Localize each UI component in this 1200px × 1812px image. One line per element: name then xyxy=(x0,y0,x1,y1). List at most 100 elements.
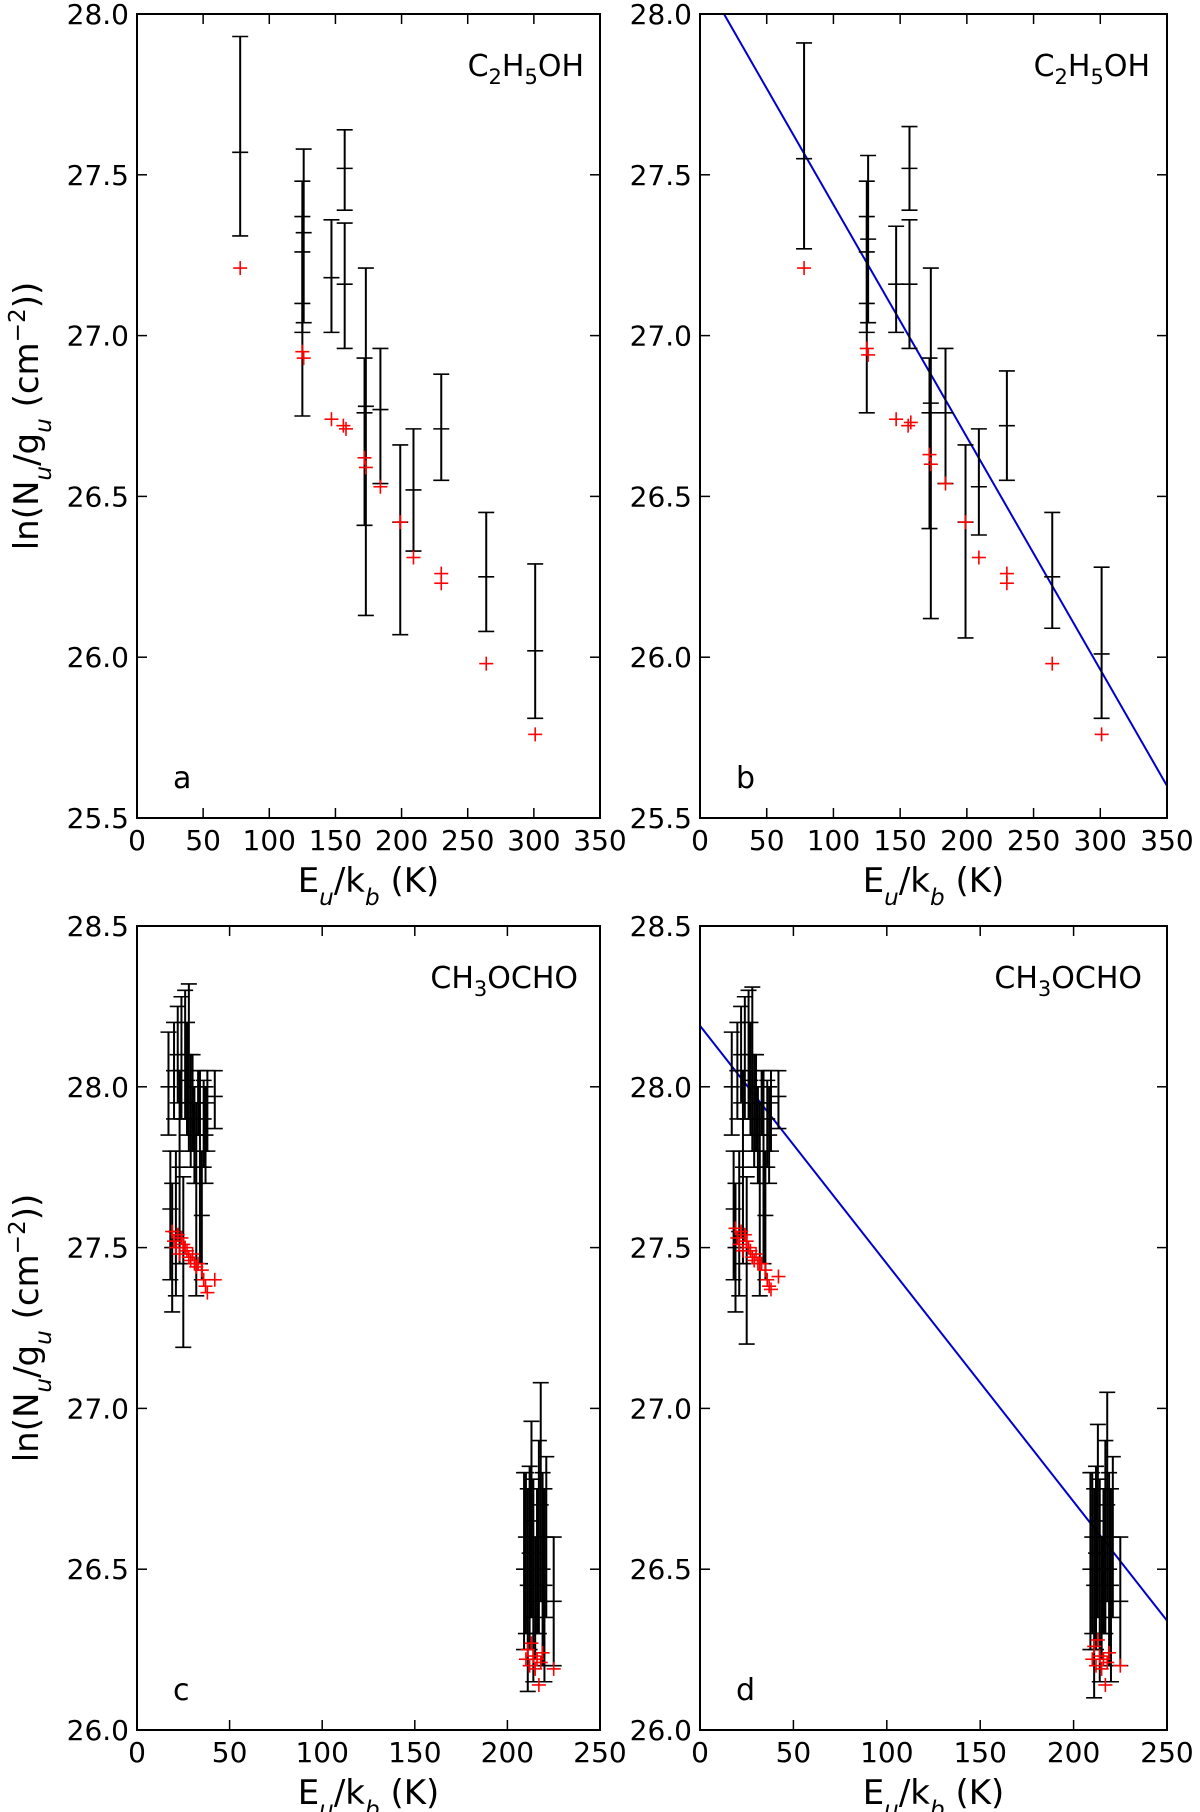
y-tick-label: 27.5 xyxy=(630,1232,692,1265)
errorbar-point xyxy=(738,1176,755,1345)
y-tick-label: 28.0 xyxy=(630,0,692,31)
model-point xyxy=(295,344,310,359)
y-axis-label: ln(Nu/gu (cm−2)) xyxy=(5,1194,57,1463)
model-point xyxy=(296,351,311,366)
y-tick-label: 27.0 xyxy=(67,320,129,353)
model-point xyxy=(771,1269,786,1284)
errorbar-point xyxy=(858,215,875,414)
x-tick-label: 0 xyxy=(128,824,146,857)
panel-data xyxy=(722,14,1167,787)
errorbar-point xyxy=(527,563,544,720)
y-tick-label: 25.5 xyxy=(67,802,129,835)
model-point xyxy=(734,1224,749,1239)
model-point xyxy=(181,1250,196,1265)
axes-frame xyxy=(699,13,1168,819)
model-point xyxy=(739,1234,754,1249)
model-point xyxy=(1087,1639,1102,1654)
errorbar-point xyxy=(356,357,373,527)
y-tick-label: 26.5 xyxy=(630,480,692,513)
model-point xyxy=(191,1256,206,1271)
x-tick-label: 50 xyxy=(212,1736,248,1769)
model-point xyxy=(922,447,937,462)
model-point xyxy=(1045,656,1060,671)
model-point xyxy=(1094,1661,1109,1676)
y-tick-label: 27.0 xyxy=(630,320,692,353)
y-tick-label: 27.0 xyxy=(630,1392,692,1425)
model-point xyxy=(859,341,874,356)
x-tick-label: 250 xyxy=(1140,1736,1193,1769)
model-point xyxy=(1098,1677,1113,1692)
model-point xyxy=(546,1661,561,1676)
y-tick-label: 27.0 xyxy=(67,1392,129,1425)
model-point xyxy=(797,261,812,276)
model-point xyxy=(923,457,938,472)
panel-d: 0 50 100 150 200 250 26.0 26.5 27.0 27.5 28.0 28.5 E… xyxy=(630,910,1194,1812)
model-point xyxy=(393,515,408,530)
errorbar-point xyxy=(336,128,353,211)
model-point xyxy=(749,1247,764,1262)
model-point xyxy=(747,1253,762,1268)
errorbar-point xyxy=(295,148,312,324)
y-tick-label: 25.5 xyxy=(630,802,692,835)
errorbar-point xyxy=(206,1069,223,1130)
x-tick-label: 50 xyxy=(185,824,221,857)
model-point xyxy=(170,1227,185,1242)
model-point xyxy=(207,1272,222,1287)
model-point xyxy=(1100,1655,1115,1670)
x-tick-label: 100 xyxy=(295,1736,348,1769)
model-point xyxy=(479,656,494,671)
x-tick-label: 100 xyxy=(860,1736,913,1769)
model-point xyxy=(889,412,904,427)
fit-line xyxy=(722,14,1167,787)
model-point xyxy=(971,550,986,565)
errorbar-point xyxy=(901,219,918,350)
model-point xyxy=(730,1230,745,1245)
errorbar-point xyxy=(336,222,353,350)
model-point xyxy=(165,1224,180,1239)
x-tick-label: 0 xyxy=(691,1736,709,1769)
y-tick-label: 26.0 xyxy=(630,641,692,674)
model-point xyxy=(176,1237,191,1252)
y-tick-label: 27.5 xyxy=(67,1232,129,1265)
errorbar-point xyxy=(1044,511,1061,630)
x-tick-label: 150 xyxy=(309,824,362,857)
errorbar-point xyxy=(770,1069,787,1130)
errorbar-point xyxy=(888,225,905,334)
errorbar-point xyxy=(195,1079,212,1168)
errorbar-point xyxy=(294,215,311,417)
model-point xyxy=(200,1285,215,1300)
errorbar-point xyxy=(796,42,813,250)
x-tick-label: 350 xyxy=(1140,824,1193,857)
model-point xyxy=(172,1247,187,1262)
panel-a: 0 50 100 150 200 250 300 350 25.5 26.0 26.5 27.0 27.… xyxy=(5,0,627,911)
x-tick-label: 250 xyxy=(441,824,494,857)
model-point xyxy=(522,1658,537,1673)
model-point xyxy=(357,450,372,465)
model-point xyxy=(1092,1649,1107,1664)
molecule-label: C2H5OH xyxy=(468,49,584,89)
errorbar-point xyxy=(232,35,249,237)
y-tick-label: 26.5 xyxy=(67,480,129,513)
model-point xyxy=(233,261,248,276)
errorbar-point xyxy=(1093,566,1110,720)
model-point xyxy=(958,515,973,530)
model-point xyxy=(324,412,339,427)
x-tick-label: 50 xyxy=(776,1736,812,1769)
model-point xyxy=(754,1256,769,1271)
model-point xyxy=(174,1230,189,1245)
x-tick-label: 250 xyxy=(573,1736,626,1769)
errorbar-point xyxy=(727,1182,744,1313)
panel-letter: a xyxy=(173,761,191,796)
model-point xyxy=(758,1263,773,1278)
axes-frame xyxy=(699,925,1168,1731)
errorbar-point xyxy=(372,347,389,485)
x-tick-label: 200 xyxy=(375,824,428,857)
model-point xyxy=(535,1645,550,1660)
panels: 0 50 100 150 200 250 300 35025.526.026.527.027.… xyxy=(5,0,1194,1812)
panel-data xyxy=(160,983,562,1693)
model-point xyxy=(339,421,354,436)
y-tick-label: 26.0 xyxy=(630,1714,692,1747)
x-axis-label: Eu/kb (K) xyxy=(298,1773,440,1812)
y-tick-label: 28.0 xyxy=(67,0,129,31)
